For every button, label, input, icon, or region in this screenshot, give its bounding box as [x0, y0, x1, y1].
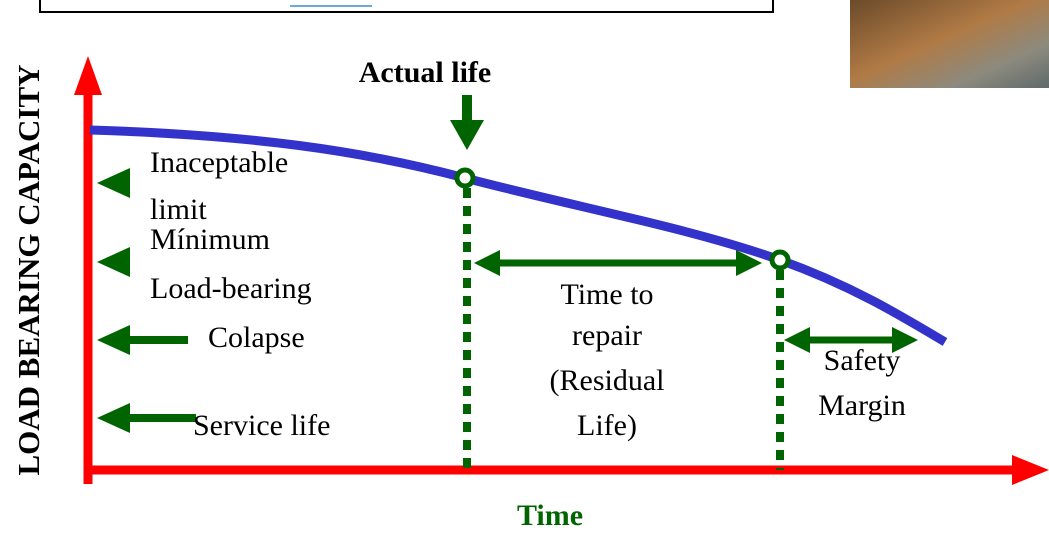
photo [850, 0, 1049, 88]
x-axis-arrowhead [1012, 455, 1049, 485]
level-label: limit [150, 193, 207, 226]
arrow-head [784, 327, 810, 353]
level-label: Colapse [208, 321, 305, 354]
y-axis-arrowhead [74, 56, 102, 95]
top-box [40, 0, 773, 12]
y-axis-label: LOAD BEARING CAPACITY [11, 64, 46, 475]
level-marker [97, 168, 130, 198]
actual-life-label: Actual life [359, 56, 491, 89]
diagram: LOAD BEARING CAPACITY Actual life Inacep… [0, 0, 1049, 535]
time-to-repair-label: repair [572, 319, 642, 352]
time-to-repair-label: (Residual [550, 364, 665, 397]
repair-point [772, 252, 788, 268]
page: LOAD BEARING CAPACITY Actual life Inacep… [0, 0, 1049, 535]
level-marker [97, 247, 130, 277]
safety-margin-label: Safety [824, 344, 901, 377]
actual-life-arrow-head [450, 120, 484, 150]
level-label: Inaceptable [150, 146, 288, 179]
arrow-head [474, 250, 500, 276]
time-to-repair-label: Life) [577, 409, 637, 442]
x-axis-label: Time [517, 499, 583, 532]
level-label: Load-bearing [150, 272, 312, 305]
safety-margin-label: Margin [818, 389, 906, 422]
time-to-repair-label: Time to [560, 278, 653, 311]
actual-life-point [457, 170, 473, 186]
level-label: Mínimum [150, 223, 270, 256]
level-label: Service life [193, 409, 330, 442]
